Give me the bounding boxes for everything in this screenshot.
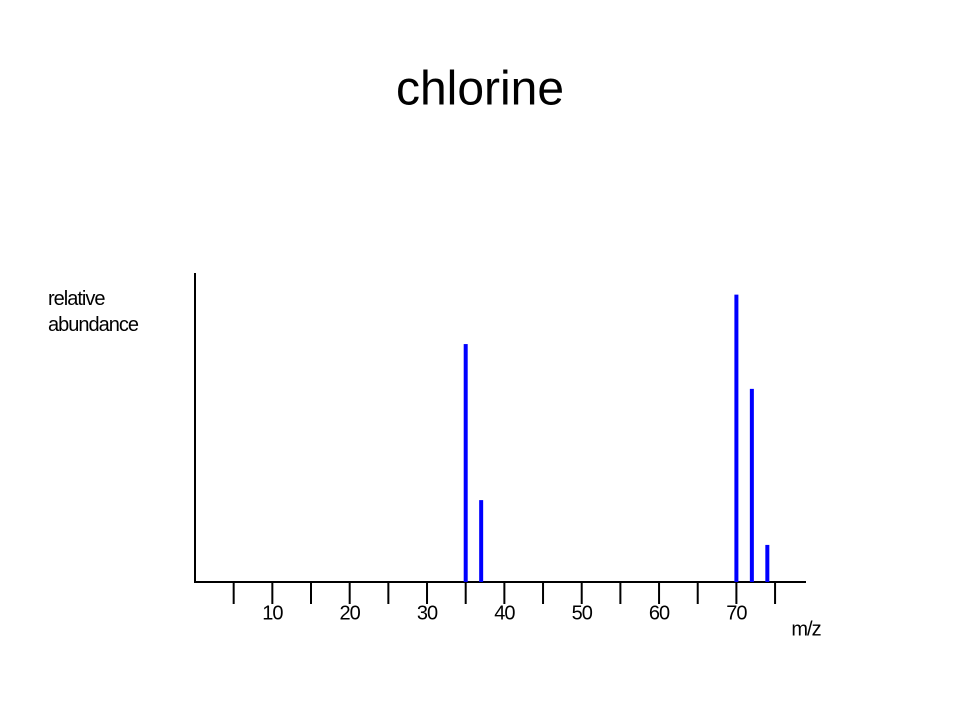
bar [463,344,468,582]
x-tick-label: 60 [649,602,670,624]
bar [479,500,484,582]
x-tick-label: 40 [494,602,515,624]
x-tick-label: 30 [417,602,438,624]
bar [734,294,739,582]
x-axis-label: m/z [791,618,820,640]
x-tick-label: 50 [572,602,593,624]
y-axis-label: relative abundance [48,288,139,336]
chart-title: chlorine [396,63,564,116]
x-tick-label: 20 [340,602,361,624]
bar [749,388,754,582]
x-tick-label: 70 [726,602,747,624]
x-tick-label: 10 [262,602,283,624]
bar [765,544,770,582]
